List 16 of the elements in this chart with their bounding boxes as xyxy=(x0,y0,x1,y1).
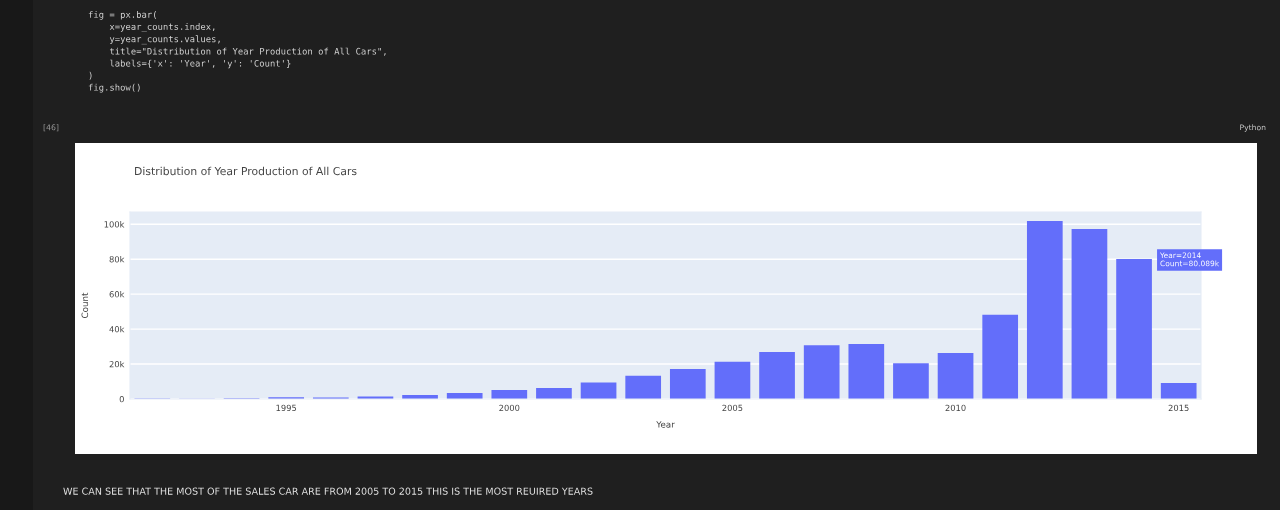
x-axis-title: Year xyxy=(656,421,675,428)
x-tick-label: 2000 xyxy=(499,404,520,412)
x-tick-label: 2015 xyxy=(1168,404,1189,412)
y-tick-label: 60k xyxy=(109,290,125,298)
y-tick-label: 40k xyxy=(109,325,125,333)
text: WE CAN SEE THAT THE MOST OF THE SALES CAR ARE FROM 2005 TO 2015 THIS IS THE MOST REUIRED YEARS xyxy=(63,487,593,495)
x-tick-label: 2010 xyxy=(945,404,966,412)
x-tick-label: 2005 xyxy=(722,404,743,412)
x-tick-label: 1995 xyxy=(276,404,297,412)
y-axis-title: Count xyxy=(81,292,89,318)
chart-title: Distribution of Year Production of All Cars xyxy=(135,166,357,176)
y-tick-label: 100k xyxy=(104,221,125,228)
text: fig = px.bar( x=year_counts.index, y=year_counts.values, title="Distribution of Year Production of All Cars", labels={'x': 'Year', 'y': 'Count'} ) fig.show() xyxy=(88,11,386,93)
y-tick-label: 20k xyxy=(109,360,125,368)
y-tick-label: 0 xyxy=(119,395,124,403)
y-tick-label: 80k xyxy=(109,256,125,263)
